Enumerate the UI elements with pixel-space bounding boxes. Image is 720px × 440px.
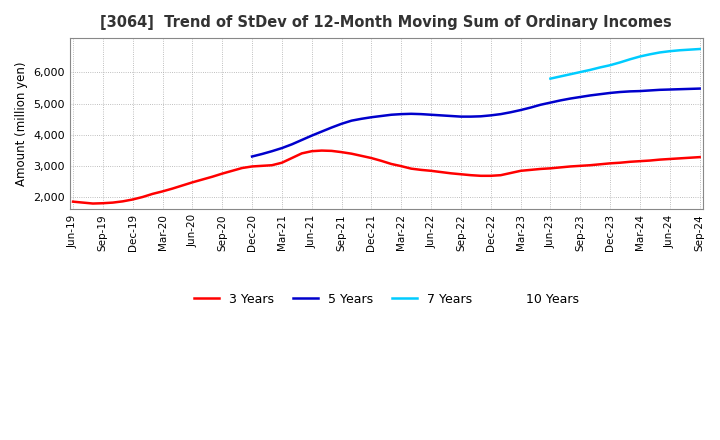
5 Years — [437, 113, 446, 118]
10 Years — [696, 55, 704, 60]
5 Years — [417, 111, 426, 117]
5 Years — [318, 129, 326, 134]
Line: 3 Years: 3 Years — [73, 150, 700, 204]
10 Years — [675, 56, 684, 62]
5 Years — [506, 110, 515, 115]
7 Years — [696, 46, 704, 51]
7 Years — [665, 48, 674, 54]
5 Years — [487, 113, 495, 118]
3 Years — [437, 169, 446, 175]
5 Years — [626, 89, 634, 94]
5 Years — [566, 96, 575, 101]
Line: 10 Years: 10 Years — [670, 57, 700, 60]
3 Years — [397, 164, 405, 169]
5 Years — [616, 89, 624, 95]
5 Years — [606, 90, 614, 95]
5 Years — [467, 114, 475, 119]
5 Years — [556, 98, 564, 103]
5 Years — [596, 92, 605, 97]
5 Years — [307, 133, 316, 138]
7 Years — [616, 60, 624, 65]
7 Years — [576, 70, 585, 75]
5 Years — [248, 154, 256, 159]
5 Years — [397, 111, 405, 117]
5 Years — [258, 151, 266, 157]
5 Years — [496, 111, 505, 117]
5 Years — [446, 114, 455, 119]
3 Years — [487, 173, 495, 179]
5 Years — [655, 87, 664, 92]
7 Years — [636, 54, 644, 59]
5 Years — [287, 142, 296, 147]
5 Years — [328, 125, 336, 130]
7 Years — [546, 76, 555, 81]
5 Years — [696, 86, 704, 91]
3 Years — [696, 154, 704, 160]
10 Years — [665, 57, 674, 62]
10 Years — [685, 55, 694, 61]
5 Years — [546, 100, 555, 105]
5 Years — [427, 112, 436, 117]
5 Years — [268, 149, 276, 154]
5 Years — [685, 86, 694, 92]
5 Years — [536, 102, 545, 107]
5 Years — [665, 87, 674, 92]
5 Years — [278, 146, 287, 151]
5 Years — [387, 112, 395, 117]
7 Years — [685, 47, 694, 52]
3 Years — [68, 199, 77, 204]
5 Years — [526, 105, 535, 110]
5 Years — [646, 88, 654, 93]
3 Years — [496, 172, 505, 178]
3 Years — [347, 151, 356, 156]
7 Years — [626, 57, 634, 62]
3 Years — [318, 148, 326, 153]
5 Years — [337, 121, 346, 126]
5 Years — [357, 116, 366, 121]
7 Years — [586, 67, 595, 73]
7 Years — [566, 72, 575, 77]
5 Years — [477, 114, 485, 119]
7 Years — [606, 62, 614, 68]
5 Years — [407, 111, 415, 117]
7 Years — [655, 50, 664, 55]
5 Years — [576, 94, 585, 99]
5 Years — [636, 88, 644, 94]
Line: 7 Years: 7 Years — [551, 49, 700, 79]
7 Years — [556, 74, 564, 79]
Y-axis label: Amount (million yen): Amount (million yen) — [15, 62, 28, 186]
Title: [3064]  Trend of StDev of 12-Month Moving Sum of Ordinary Incomes: [3064] Trend of StDev of 12-Month Moving… — [101, 15, 672, 30]
7 Years — [646, 51, 654, 57]
5 Years — [675, 87, 684, 92]
Legend: 3 Years, 5 Years, 7 Years, 10 Years: 3 Years, 5 Years, 7 Years, 10 Years — [189, 288, 584, 311]
5 Years — [586, 93, 595, 98]
5 Years — [377, 114, 386, 119]
7 Years — [675, 48, 684, 53]
5 Years — [367, 114, 376, 120]
3 Years — [89, 201, 97, 206]
5 Years — [516, 107, 525, 113]
3 Years — [158, 189, 167, 194]
Line: 5 Years: 5 Years — [252, 88, 700, 157]
5 Years — [297, 137, 306, 143]
5 Years — [456, 114, 465, 119]
7 Years — [596, 65, 605, 70]
5 Years — [347, 118, 356, 123]
